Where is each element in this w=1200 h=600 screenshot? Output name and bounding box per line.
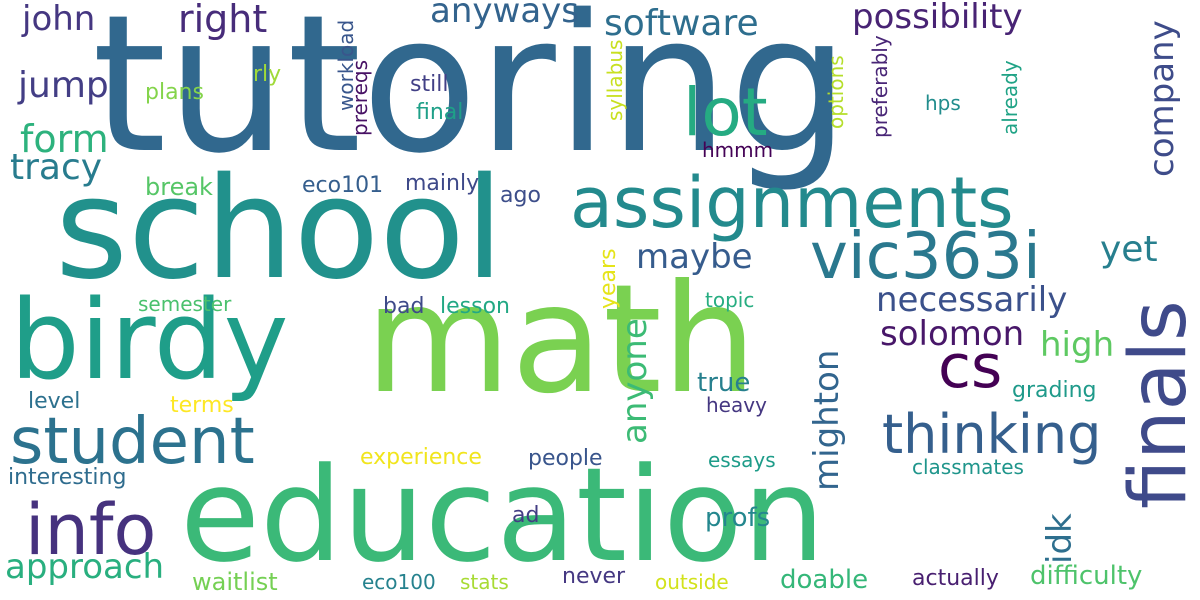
word-level: level bbox=[28, 389, 81, 414]
word-math: math bbox=[365, 253, 757, 427]
word-ago: ago bbox=[500, 183, 541, 208]
word-years: years bbox=[596, 248, 621, 309]
word-plans: plans bbox=[145, 80, 204, 105]
word-experience: experience bbox=[360, 445, 482, 470]
word-right: right bbox=[178, 0, 268, 41]
word-possibility: possibility bbox=[852, 0, 1023, 37]
word-solomon: solomon bbox=[880, 314, 1025, 354]
word-lot: lot bbox=[683, 74, 768, 151]
word-assignments: assignments bbox=[570, 162, 1014, 244]
word-approach: approach bbox=[5, 547, 165, 587]
word-tutoring: tutoring bbox=[92, 0, 850, 195]
word-school: school bbox=[55, 148, 504, 311]
word-cs: cs bbox=[938, 332, 1003, 402]
word-tracy: tracy bbox=[10, 147, 103, 188]
word-topic: topic bbox=[705, 288, 755, 312]
word-grading: grading bbox=[1012, 378, 1097, 403]
word-lesson: lesson bbox=[440, 294, 510, 319]
word-outside: outside bbox=[655, 570, 729, 594]
word-mighton: mighton bbox=[807, 349, 847, 491]
word-jump: jump bbox=[18, 65, 109, 106]
word-still: still bbox=[410, 72, 449, 97]
word-anyways: anyways bbox=[430, 0, 579, 31]
word-hps: hps bbox=[925, 91, 961, 115]
word-syllabus: syllabus bbox=[603, 39, 627, 121]
word-terms: terms bbox=[170, 393, 234, 418]
word-profs: profs bbox=[705, 503, 771, 533]
word-maybe: maybe bbox=[636, 237, 753, 277]
word-education: education bbox=[180, 439, 826, 591]
word-yet: yet bbox=[1100, 229, 1158, 270]
word-john: john bbox=[22, 0, 96, 39]
word-already: already bbox=[998, 60, 1022, 135]
word-idk: idk bbox=[1040, 513, 1080, 564]
word-break: break bbox=[145, 173, 213, 201]
word-rly: rly bbox=[253, 62, 282, 87]
word-options: options bbox=[824, 55, 848, 129]
word-never: never bbox=[562, 564, 626, 589]
word-semester: semester bbox=[138, 292, 232, 316]
word-student: student bbox=[10, 405, 255, 479]
word-company: company bbox=[1142, 20, 1182, 177]
word-eco101: eco101 bbox=[302, 173, 384, 198]
word-stats: stats bbox=[460, 570, 509, 594]
word-interesting: interesting bbox=[8, 465, 127, 490]
word-anyone: anyone bbox=[615, 318, 655, 444]
word-hmmm: hmmm bbox=[702, 138, 774, 162]
word-final: final bbox=[416, 100, 464, 125]
word-waitlist: waitlist bbox=[192, 568, 278, 596]
word-bad: bad bbox=[383, 294, 425, 319]
word-preferably: preferably bbox=[868, 35, 892, 138]
word-heavy: heavy bbox=[706, 393, 767, 417]
word-doable: doable bbox=[780, 565, 869, 595]
word-software: software bbox=[604, 3, 759, 44]
word-eco100: eco100 bbox=[362, 570, 436, 594]
word-true: true bbox=[697, 368, 751, 398]
word-birdy: birdy bbox=[10, 276, 289, 404]
word-prereqs: prereqs bbox=[348, 60, 372, 136]
word-ad: ad bbox=[512, 503, 540, 528]
word-thinking: thinking bbox=[882, 403, 1102, 466]
word-difficulty: difficulty bbox=[1030, 561, 1143, 591]
word-actually: actually bbox=[912, 566, 999, 591]
word-people: people bbox=[528, 446, 603, 471]
word-vic363i: vic363i bbox=[810, 220, 1041, 294]
word-high: high bbox=[1040, 325, 1115, 365]
word-mainly: mainly bbox=[405, 171, 480, 196]
word-finals: finals bbox=[1114, 300, 1200, 509]
word-classmates: classmates bbox=[912, 455, 1024, 479]
word-info: info bbox=[25, 489, 157, 571]
word-essays: essays bbox=[708, 448, 776, 472]
word-necessarily: necessarily bbox=[876, 280, 1068, 320]
word-form: form bbox=[20, 117, 109, 161]
